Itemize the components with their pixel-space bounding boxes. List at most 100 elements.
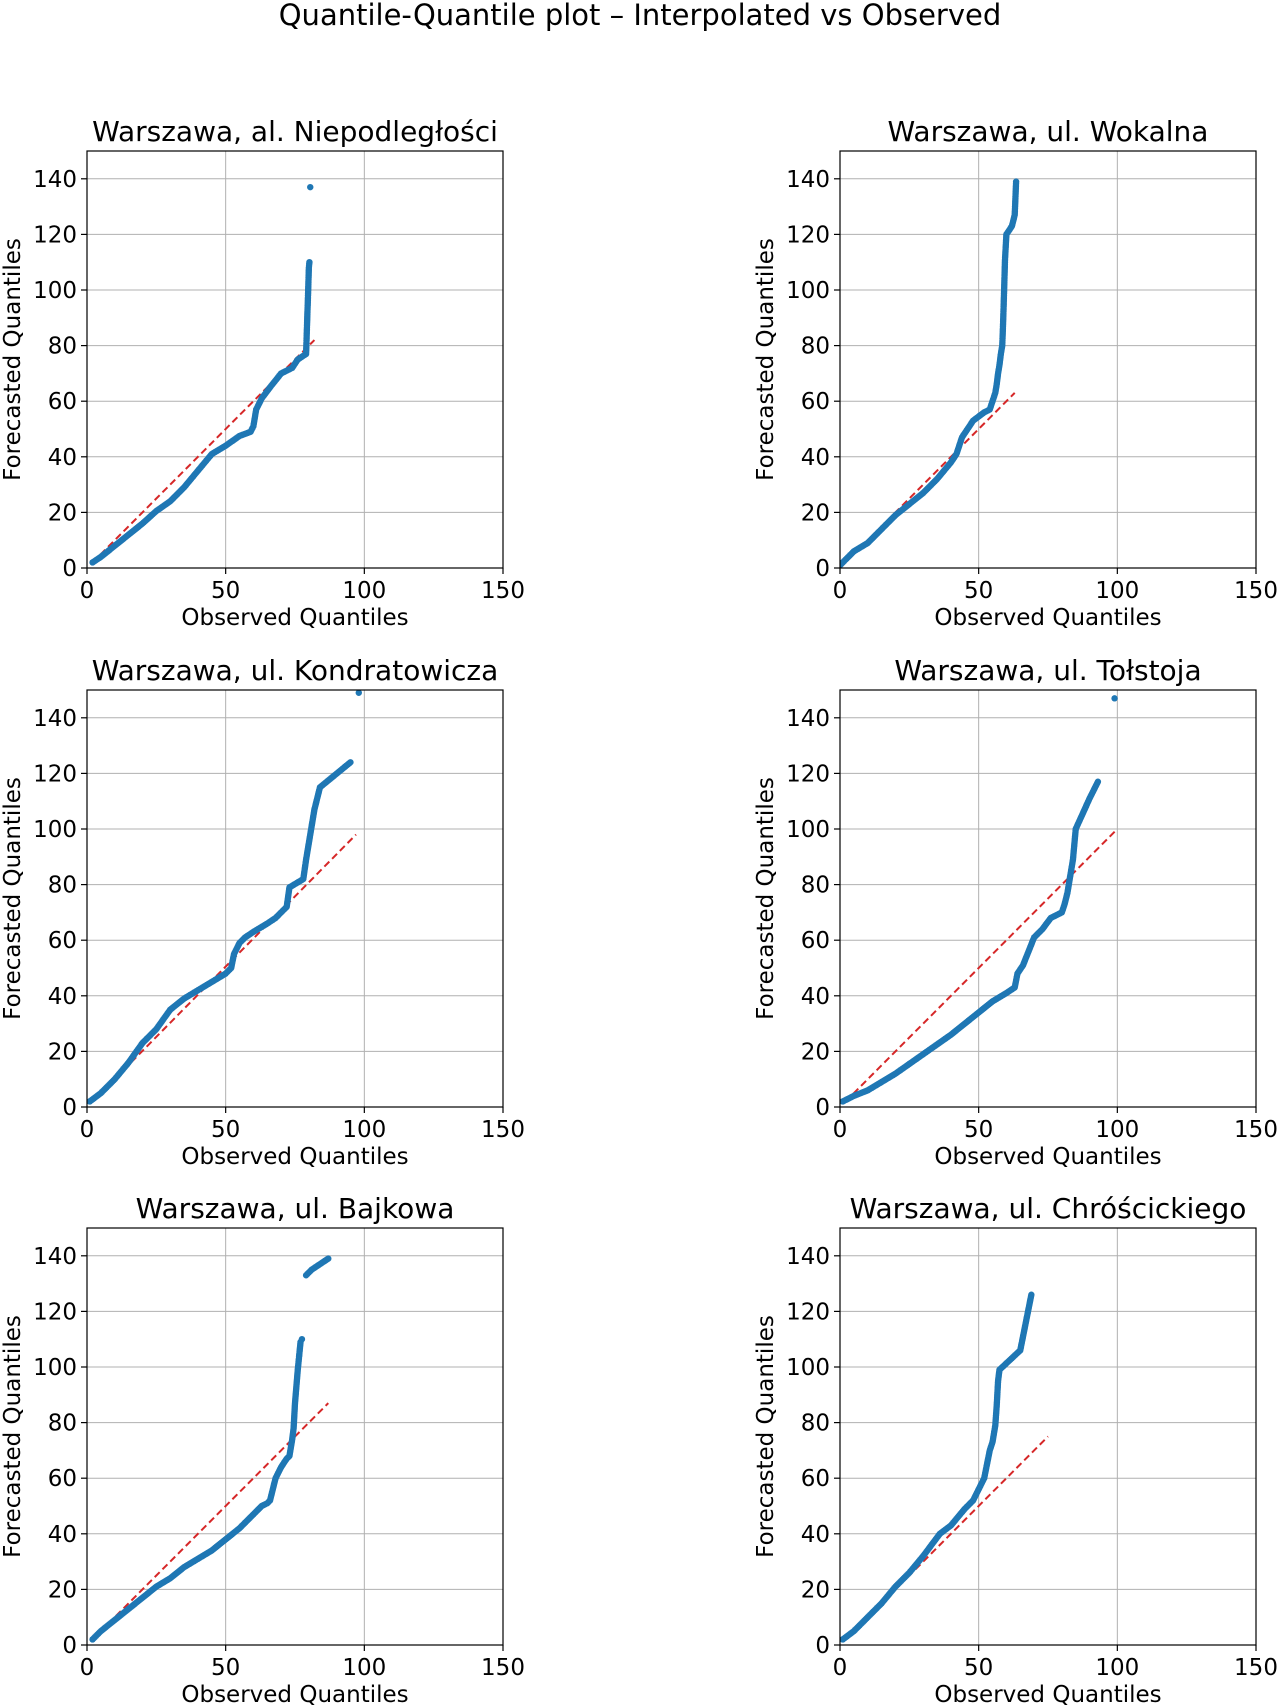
data-point xyxy=(347,759,354,766)
reference-line xyxy=(844,828,1119,1103)
y-tick-label: 60 xyxy=(48,389,77,415)
x-tick-label: 50 xyxy=(211,1655,240,1681)
y-tick-label: 60 xyxy=(801,928,830,954)
x-tick-label: 150 xyxy=(481,1117,525,1143)
data-point xyxy=(1012,178,1020,185)
data-point xyxy=(306,259,313,266)
y-tick-label: 140 xyxy=(33,706,77,732)
y-axis-label: Forecasted Quantiles xyxy=(0,1315,26,1558)
y-tick-label: 40 xyxy=(48,1522,77,1548)
y-tick-label: 0 xyxy=(815,556,830,582)
series-points xyxy=(840,1291,1035,1643)
y-tick-label: 140 xyxy=(33,167,77,193)
subplot-5: 0 50 100 150 0 20 40 60 80 100 120 140 Observed Quan… xyxy=(0,1192,525,1707)
x-tick-label: 100 xyxy=(1095,578,1139,604)
y-tick-label: 120 xyxy=(786,1299,830,1325)
data-point xyxy=(1111,695,1118,702)
y-tick-label: 100 xyxy=(786,817,830,843)
y-axis-label: Forecasted Quantiles xyxy=(753,777,779,1020)
y-tick-label: 80 xyxy=(801,873,830,899)
y-tick-label: 140 xyxy=(786,167,830,193)
data-point xyxy=(325,1255,332,1262)
y-tick-label: 100 xyxy=(786,1355,830,1381)
subplot-title: Warszawa, ul. Chróścickiego xyxy=(850,1192,1247,1225)
x-tick-label: 100 xyxy=(342,1117,386,1143)
y-tick-label: 100 xyxy=(33,278,77,304)
axes-frame xyxy=(86,1227,504,1646)
y-tick-label: 80 xyxy=(801,334,830,360)
x-tick-label: 150 xyxy=(1234,578,1278,604)
x-tick-label: 100 xyxy=(1095,1655,1139,1681)
y-tick-label: 120 xyxy=(786,222,830,248)
reference-line xyxy=(91,833,357,1103)
subplot-6: 0 50 100 150 0 20 40 60 80 100 120 140 Observed Quan… xyxy=(753,1192,1278,1707)
x-axis-label: Observed Quantiles xyxy=(934,605,1161,631)
subplot-2: 0 50 100 150 0 20 40 60 80 100 120 140 Observed Quan… xyxy=(753,115,1278,631)
y-tick-label: 80 xyxy=(48,873,77,899)
x-tick-label: 0 xyxy=(80,578,95,604)
y-tick-label: 20 xyxy=(48,1039,77,1065)
y-tick-label: 40 xyxy=(801,445,830,471)
y-tick-label: 20 xyxy=(48,500,77,526)
y-tick-label: 80 xyxy=(801,1411,830,1437)
x-tick-label: 0 xyxy=(80,1655,95,1681)
y-tick-label: 0 xyxy=(815,1633,830,1659)
x-tick-label: 50 xyxy=(211,578,240,604)
y-axis-label: Forecasted Quantiles xyxy=(0,777,26,1020)
subplot-title: Warszawa, al. Niepodległości xyxy=(92,115,498,148)
y-tick-label: 100 xyxy=(33,1355,77,1381)
series-points xyxy=(87,690,362,1105)
series-points xyxy=(840,695,1118,1105)
x-tick-label: 150 xyxy=(481,1655,525,1681)
y-tick-label: 60 xyxy=(801,389,830,415)
x-tick-label: 50 xyxy=(964,1117,993,1143)
x-tick-label: 50 xyxy=(964,578,993,604)
x-tick-label: 50 xyxy=(211,1117,240,1143)
y-tick-label: 40 xyxy=(801,984,830,1010)
subplot-title: Warszawa, ul. Bajkowa xyxy=(136,1192,455,1225)
data-point xyxy=(1028,1291,1035,1298)
y-tick-label: 0 xyxy=(62,556,77,582)
axes-frame xyxy=(86,150,504,569)
axes-frame xyxy=(86,689,504,1108)
y-tick-label: 140 xyxy=(786,1244,830,1270)
y-tick-label: 40 xyxy=(48,984,77,1010)
series-points xyxy=(89,183,314,566)
x-axis-label: Observed Quantiles xyxy=(181,605,408,631)
y-tick-label: 80 xyxy=(48,1411,77,1437)
x-tick-label: 50 xyxy=(964,1655,993,1681)
axes-frame xyxy=(839,150,1257,569)
x-tick-label: 150 xyxy=(1234,1655,1278,1681)
x-axis-label: Observed Quantiles xyxy=(934,1144,1161,1170)
x-axis-label: Observed Quantiles xyxy=(181,1682,408,1707)
series-points xyxy=(840,178,1020,568)
series-points xyxy=(89,1255,332,1643)
x-tick-label: 100 xyxy=(342,1655,386,1681)
y-axis-label: Forecasted Quantiles xyxy=(753,1315,779,1558)
subplot-title: Warszawa, ul. Wokalna xyxy=(888,115,1209,148)
y-tick-label: 140 xyxy=(786,706,830,732)
y-tick-label: 20 xyxy=(801,1577,830,1603)
axes-frame xyxy=(839,689,1257,1108)
subplot-4: 0 50 100 150 0 20 40 60 80 100 120 140 Observed Quan… xyxy=(753,654,1278,1170)
data-point xyxy=(298,1336,306,1343)
axes-frame xyxy=(839,1227,1257,1646)
x-axis-label: Observed Quantiles xyxy=(181,1144,408,1170)
x-tick-label: 0 xyxy=(833,1117,848,1143)
y-tick-label: 40 xyxy=(801,1522,830,1548)
x-axis-label: Observed Quantiles xyxy=(934,1682,1161,1707)
y-tick-label: 0 xyxy=(62,1633,77,1659)
reference-line xyxy=(840,392,1016,568)
y-tick-label: 140 xyxy=(33,1244,77,1270)
y-tick-label: 40 xyxy=(48,445,77,471)
x-tick-label: 150 xyxy=(1234,1117,1278,1143)
y-tick-label: 60 xyxy=(801,1466,830,1492)
subplot-title: Warszawa, ul. Tołstoja xyxy=(894,654,1201,687)
x-tick-label: 150 xyxy=(481,578,525,604)
data-point xyxy=(355,690,362,696)
y-tick-label: 20 xyxy=(801,500,830,526)
x-tick-label: 100 xyxy=(1095,1117,1139,1143)
subplot-title: Warszawa, ul. Kondratowicza xyxy=(92,654,499,687)
